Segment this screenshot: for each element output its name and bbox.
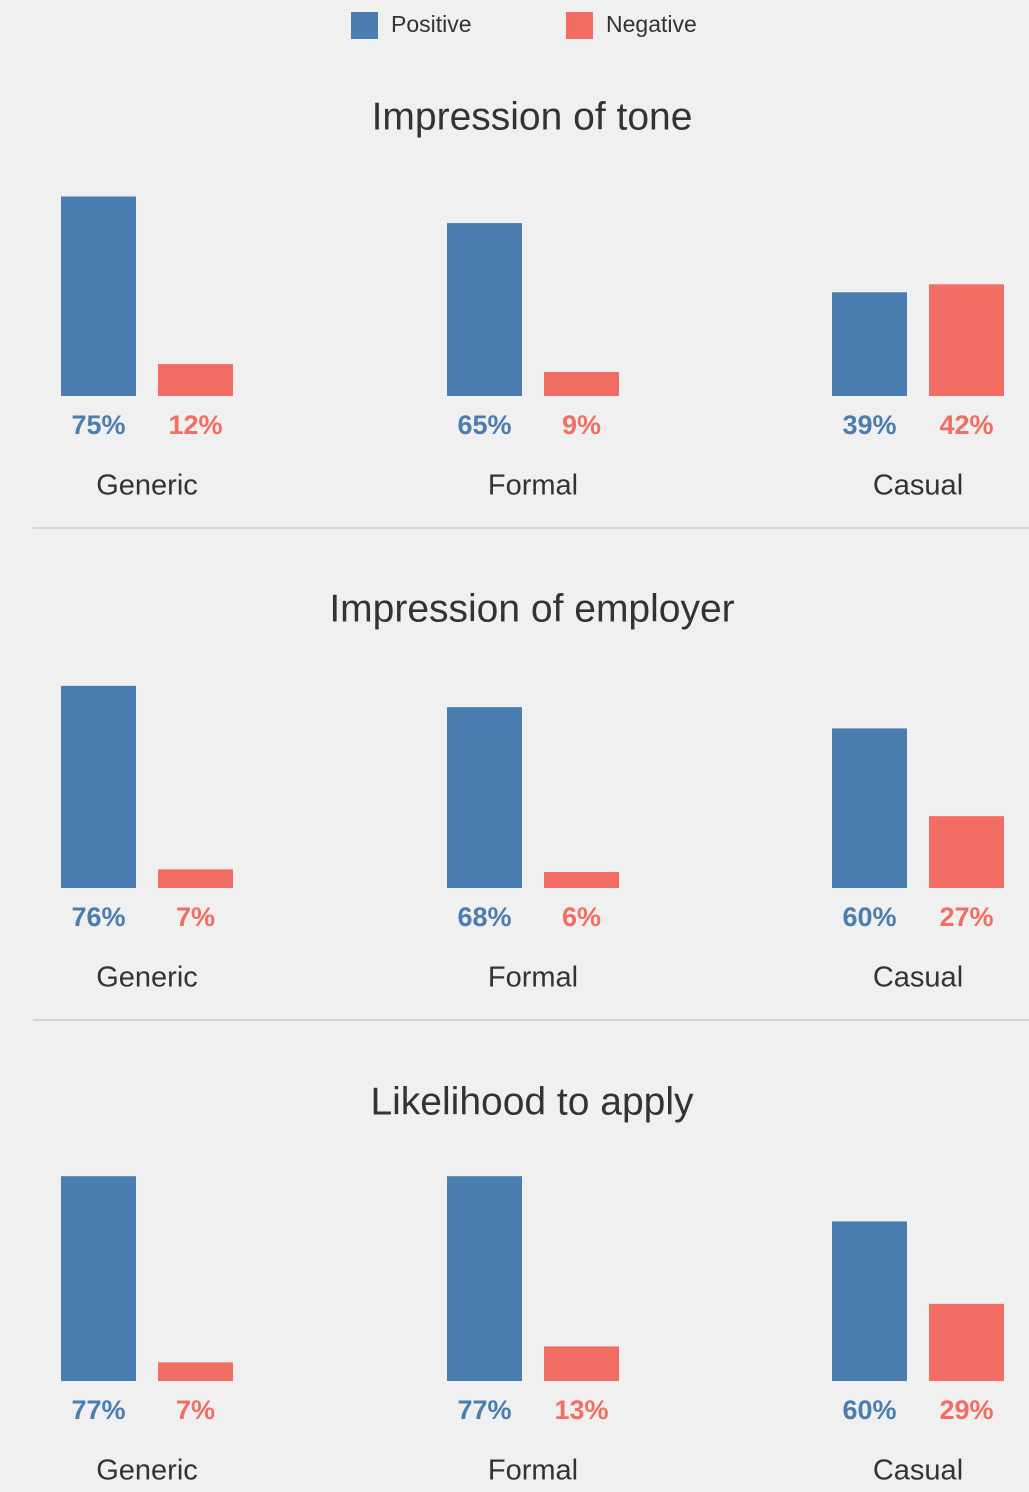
bar — [929, 284, 1004, 396]
bar — [61, 685, 136, 888]
bar — [832, 1221, 907, 1381]
value-label: 75% — [71, 410, 125, 440]
value-label: 7% — [176, 1395, 215, 1425]
category-label: Generic — [96, 470, 198, 502]
category-label: Casual — [873, 962, 963, 994]
value-label: 7% — [176, 902, 215, 932]
category-label: Generic — [96, 962, 198, 994]
category-label: Casual — [873, 470, 963, 502]
value-label: 60% — [842, 1395, 896, 1425]
legend-label: Positive — [391, 11, 472, 37]
value-label: 6% — [562, 902, 601, 932]
bar — [158, 364, 233, 396]
bar — [832, 728, 907, 888]
legend-label: Negative — [606, 11, 697, 37]
chart-title: Likelihood to apply — [370, 1080, 694, 1123]
bar — [447, 707, 522, 888]
bar — [447, 1176, 522, 1381]
bar — [544, 372, 619, 396]
category-label: Formal — [488, 962, 578, 994]
category-label: Generic — [96, 1455, 198, 1487]
bar — [61, 1176, 136, 1381]
category-label: Formal — [488, 1455, 578, 1487]
bar — [61, 196, 136, 396]
category-label: Formal — [488, 470, 578, 502]
value-label: 9% — [562, 410, 601, 440]
bar — [929, 1303, 1004, 1381]
bar — [158, 869, 233, 888]
value-label: 76% — [71, 902, 125, 932]
bar — [158, 1362, 233, 1381]
bar — [544, 872, 619, 888]
value-label: 29% — [939, 1395, 993, 1425]
value-label: 42% — [939, 410, 993, 440]
bar — [544, 1346, 619, 1381]
value-label: 65% — [457, 410, 511, 440]
legend-swatch — [351, 12, 378, 39]
value-label: 77% — [71, 1395, 125, 1425]
value-label: 13% — [554, 1395, 608, 1425]
bar — [929, 816, 1004, 888]
value-label: 39% — [842, 410, 896, 440]
value-label: 12% — [168, 410, 222, 440]
chart-title: Impression of tone — [372, 95, 693, 138]
value-label: 27% — [939, 902, 993, 932]
bar — [447, 223, 522, 396]
bar — [832, 292, 907, 396]
legend-swatch — [566, 12, 593, 39]
value-label: 68% — [457, 902, 511, 932]
category-label: Casual — [873, 1455, 963, 1487]
value-label: 77% — [457, 1395, 511, 1425]
value-label: 60% — [842, 902, 896, 932]
chart-title: Impression of employer — [329, 587, 734, 630]
